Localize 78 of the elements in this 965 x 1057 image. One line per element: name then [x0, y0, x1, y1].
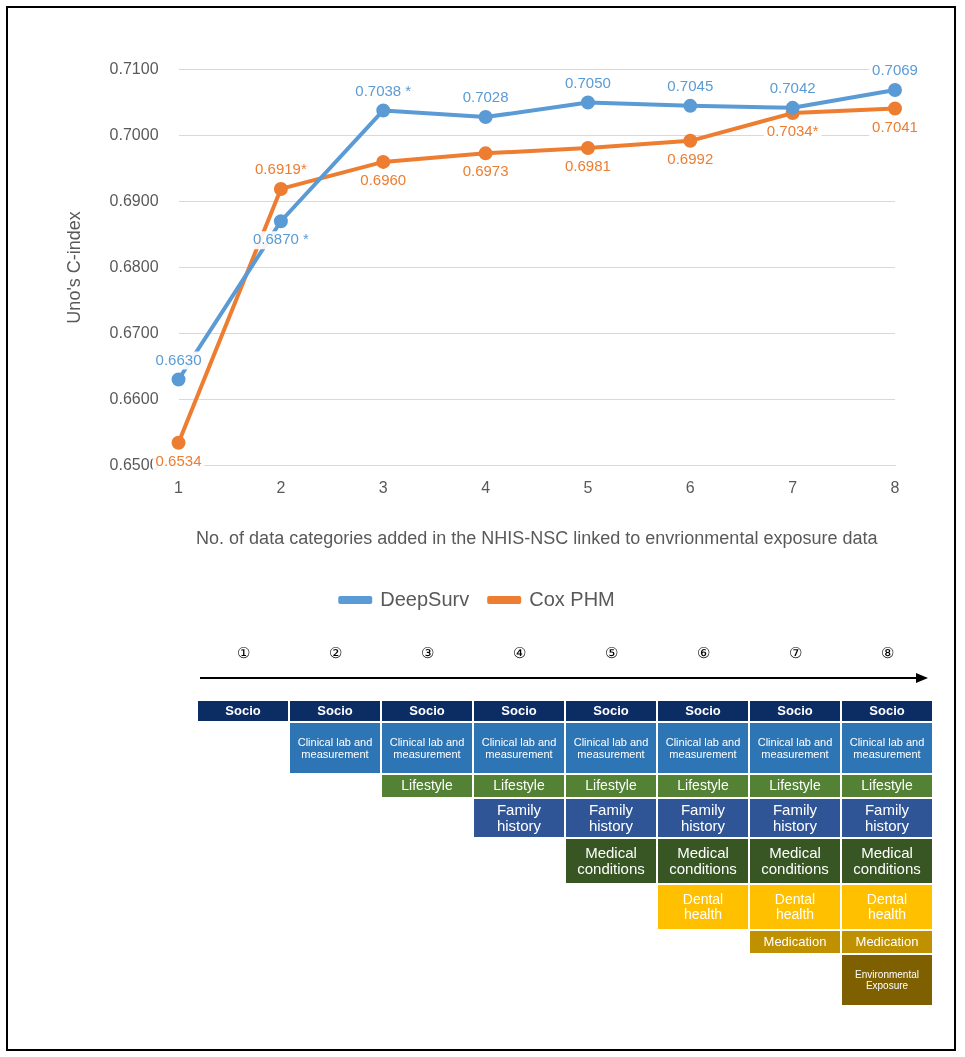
- x-tick-label: 7: [788, 479, 798, 497]
- text: Lifestyle: [381, 774, 473, 798]
- data-label: 0.7042: [769, 78, 816, 96]
- text: Socio: [593, 702, 629, 718]
- data-label: 0.7041: [872, 117, 918, 135]
- data-label: 0.6960: [360, 171, 407, 189]
- x-tick-label: 4: [481, 479, 491, 497]
- y-tick-label: 0.7000: [109, 125, 159, 143]
- text: Lifestyle: [861, 777, 913, 794]
- text: Socio: [501, 702, 537, 718]
- text: Socio: [869, 702, 905, 718]
- data-label: 0.7028: [462, 88, 509, 106]
- y-tick-label: 0.6700: [109, 323, 159, 341]
- x-axis-title: No. of data categories added in the NHIS-NSC linked to envrionmental exposure data: [196, 528, 879, 549]
- text: Dental health: [866, 890, 908, 922]
- text: Clinical lab and measurement: [573, 735, 649, 760]
- data-label: 0.6973: [462, 162, 509, 180]
- data-label: 0.7050: [565, 73, 611, 91]
- text: Socio: [197, 700, 289, 722]
- legend-label: DeepSurv: [380, 587, 470, 610]
- text: Family history: [473, 798, 565, 838]
- text: Family history: [864, 800, 910, 834]
- category-label: ③: [419, 644, 435, 662]
- text: Clinical lab and measurement: [289, 722, 381, 774]
- text: Lifestyle: [677, 777, 729, 794]
- x-tick-label: 8: [890, 479, 900, 497]
- text: Medical conditions: [565, 838, 657, 884]
- text: Medical conditions: [669, 843, 737, 877]
- category-label: ⑥: [695, 644, 711, 662]
- legend-label: Cox PHM: [529, 587, 615, 610]
- text: Family history: [588, 800, 634, 834]
- x-tick-label: 5: [583, 479, 593, 497]
- y-axis-title: Uno's C-index: [63, 211, 84, 324]
- data-label: 0.7038 *: [355, 81, 412, 99]
- category-label: ②: [327, 644, 343, 662]
- text: Environmental Exposure: [841, 954, 933, 1006]
- x-tick-label: 6: [685, 479, 695, 497]
- text: Lifestyle: [769, 777, 821, 794]
- text: Family history: [680, 800, 726, 834]
- text: Medication: [749, 930, 841, 954]
- text: Clinical lab and measurement: [389, 735, 465, 760]
- category-label: ⑧: [879, 644, 895, 662]
- category-label: ⑦: [787, 644, 803, 662]
- category-label: ⑤: [603, 644, 619, 662]
- y-tick-label: 0.6900: [109, 191, 159, 209]
- text: Lifestyle: [493, 777, 545, 794]
- y-tick-label: 0.6600: [109, 389, 159, 407]
- category-label: ④: [511, 644, 527, 662]
- text: Family history: [772, 800, 818, 834]
- data-label: 0.7034*: [766, 122, 819, 140]
- text: Clinical lab and measurement: [849, 735, 925, 760]
- data-label: 0.6981: [565, 157, 611, 175]
- y-tick-label: 0.7100: [109, 60, 159, 78]
- data-label: 0.7069: [872, 61, 918, 79]
- text: Socio: [685, 702, 721, 718]
- data-label: 0.6534: [155, 451, 202, 469]
- data-label: 0.7045: [667, 77, 714, 94]
- text: Dental health: [774, 890, 816, 922]
- text: Medical conditions: [761, 843, 829, 877]
- text: Socio: [777, 702, 813, 718]
- text: Medical conditions: [853, 843, 921, 877]
- text: Lifestyle: [585, 777, 637, 794]
- text: Socio: [409, 702, 445, 718]
- text: Clinical lab and measurement: [665, 735, 741, 760]
- y-tick-label: 0.6800: [109, 257, 159, 275]
- data-label: 0.6992: [667, 149, 714, 167]
- text: Clinical lab and measurement: [757, 735, 833, 760]
- x-tick-label: 2: [276, 479, 286, 497]
- data-label: 0.6870 *: [252, 230, 309, 248]
- text: Socio: [317, 702, 353, 718]
- text: Medication: [855, 933, 919, 949]
- x-tick-label: 3: [378, 479, 388, 497]
- x-tick-label: 1: [174, 479, 184, 497]
- category-label: ①: [235, 644, 251, 662]
- data-label: 0.6630: [155, 350, 202, 368]
- text: Clinical lab and measurement: [481, 735, 557, 760]
- data-label: 0.6919*: [255, 160, 307, 178]
- text: Dental health: [657, 884, 749, 930]
